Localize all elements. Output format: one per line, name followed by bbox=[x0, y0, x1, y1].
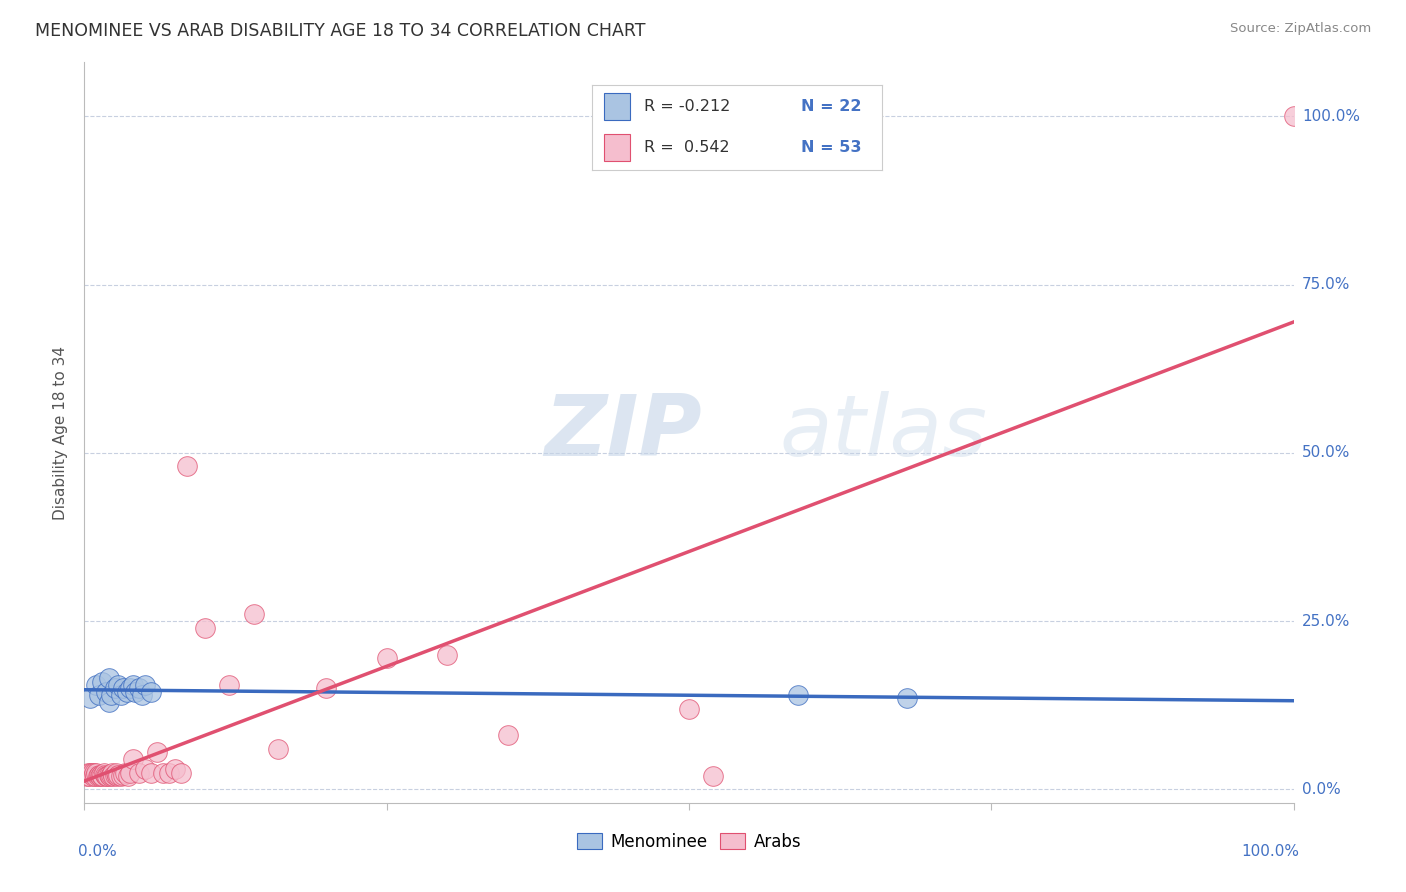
Point bbox=[84, 769, 107, 783]
Text: MENOMINEE VS ARAB DISABILITY AGE 18 TO 34 CORRELATION CHART: MENOMINEE VS ARAB DISABILITY AGE 18 TO 3… bbox=[35, 22, 645, 40]
Point bbox=[139, 685, 162, 699]
Point bbox=[87, 767, 110, 781]
Point bbox=[97, 671, 120, 685]
Point bbox=[90, 767, 112, 781]
Point bbox=[436, 648, 458, 662]
Text: 0.0%: 0.0% bbox=[79, 844, 117, 858]
Point bbox=[91, 674, 114, 689]
Point bbox=[267, 742, 290, 756]
Point bbox=[97, 767, 120, 781]
Text: 100.0%: 100.0% bbox=[1241, 844, 1299, 858]
Point bbox=[100, 767, 122, 781]
Point bbox=[82, 769, 104, 783]
Point bbox=[165, 762, 187, 776]
Y-axis label: Disability Age 18 to 34: Disability Age 18 to 34 bbox=[53, 345, 69, 520]
Point bbox=[112, 681, 135, 696]
Point bbox=[157, 765, 180, 780]
Point bbox=[170, 765, 193, 780]
Point bbox=[79, 765, 101, 780]
Text: atlas: atlas bbox=[780, 391, 987, 475]
Point bbox=[121, 678, 143, 692]
Point bbox=[375, 651, 398, 665]
Point bbox=[105, 769, 128, 783]
Point bbox=[128, 765, 150, 780]
Point bbox=[134, 762, 156, 776]
Point bbox=[315, 681, 337, 696]
Legend: Menominee, Arabs: Menominee, Arabs bbox=[569, 826, 808, 857]
Point bbox=[91, 769, 114, 783]
Point bbox=[94, 767, 117, 781]
Point bbox=[117, 769, 139, 783]
Point bbox=[96, 769, 118, 783]
Point bbox=[218, 678, 240, 692]
Point bbox=[104, 765, 127, 780]
Text: ZIP: ZIP bbox=[544, 391, 702, 475]
Point bbox=[86, 769, 108, 783]
Point bbox=[139, 765, 162, 780]
Text: 100.0%: 100.0% bbox=[1302, 109, 1360, 124]
Point bbox=[89, 769, 111, 783]
Text: 25.0%: 25.0% bbox=[1302, 614, 1350, 629]
Point bbox=[110, 688, 132, 702]
Point bbox=[87, 688, 110, 702]
Point bbox=[76, 769, 98, 783]
Point bbox=[120, 765, 142, 780]
Point bbox=[107, 678, 129, 692]
Point bbox=[114, 765, 136, 780]
Point bbox=[146, 745, 169, 759]
Text: Source: ZipAtlas.com: Source: ZipAtlas.com bbox=[1230, 22, 1371, 36]
Point bbox=[104, 681, 127, 696]
Point bbox=[93, 765, 115, 780]
Text: 75.0%: 75.0% bbox=[1302, 277, 1350, 292]
Point bbox=[124, 685, 146, 699]
Point bbox=[678, 701, 700, 715]
Point bbox=[1282, 109, 1305, 123]
Point bbox=[94, 685, 117, 699]
Point bbox=[100, 688, 122, 702]
Point bbox=[176, 459, 198, 474]
Point bbox=[496, 729, 519, 743]
Point bbox=[152, 765, 174, 780]
Point bbox=[94, 769, 117, 783]
Point bbox=[79, 691, 101, 706]
Point bbox=[86, 678, 108, 692]
Point bbox=[98, 769, 121, 783]
Point bbox=[97, 695, 120, 709]
Point bbox=[107, 767, 129, 781]
Point bbox=[194, 621, 217, 635]
Point bbox=[134, 678, 156, 692]
Point bbox=[110, 769, 132, 783]
Text: 50.0%: 50.0% bbox=[1302, 445, 1350, 460]
Point bbox=[112, 767, 135, 781]
Point bbox=[121, 752, 143, 766]
Point bbox=[128, 681, 150, 696]
Point bbox=[115, 685, 138, 699]
Text: 0.0%: 0.0% bbox=[1302, 782, 1340, 797]
Point bbox=[702, 769, 724, 783]
Point bbox=[104, 767, 127, 781]
Point bbox=[120, 681, 142, 696]
Point bbox=[103, 769, 125, 783]
Point bbox=[80, 765, 103, 780]
Point bbox=[77, 769, 100, 783]
Point bbox=[86, 765, 108, 780]
Point bbox=[83, 765, 105, 780]
Point bbox=[77, 765, 100, 780]
Point bbox=[786, 688, 808, 702]
Point bbox=[242, 607, 264, 622]
Point bbox=[896, 691, 918, 706]
Point bbox=[101, 765, 124, 780]
Point bbox=[131, 688, 153, 702]
